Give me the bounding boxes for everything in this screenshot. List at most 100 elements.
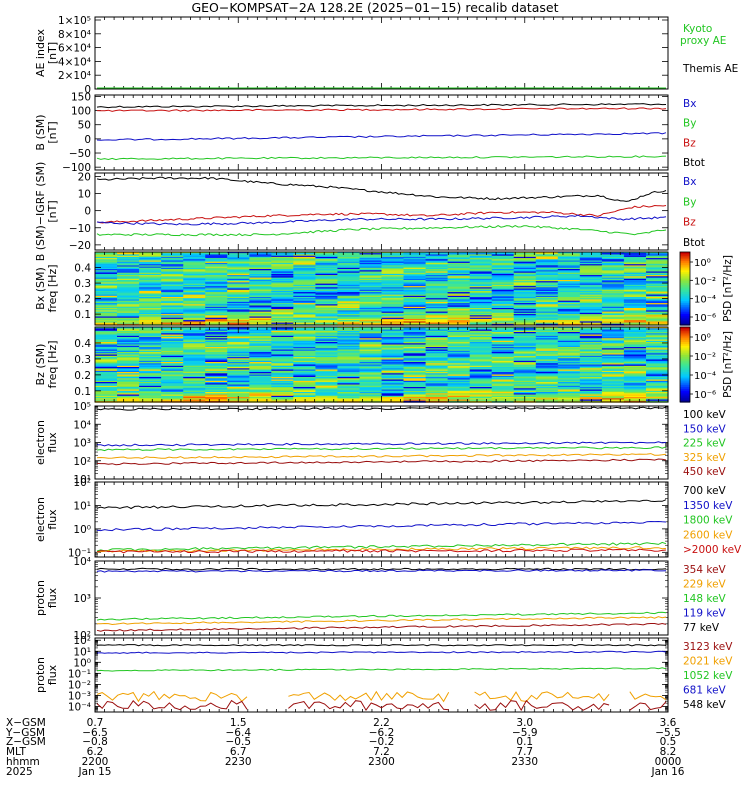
spectrogram-cell <box>293 298 316 300</box>
spectrogram-cell <box>447 330 471 333</box>
spectrogram-cell <box>403 273 427 276</box>
spectrogram-cell <box>227 388 250 391</box>
spectrogram-cell <box>447 382 471 384</box>
spectrogram-cell <box>95 397 118 399</box>
spectrogram-cell <box>579 360 603 363</box>
spectrogram-cell <box>601 397 625 399</box>
spectrogram-cell <box>249 315 272 318</box>
y-axis-label: [nT] <box>46 200 59 222</box>
spectrogram-cell <box>623 367 647 369</box>
spectrogram-cell <box>491 330 515 333</box>
spectrogram-cell <box>139 390 162 393</box>
spectrogram-cell <box>315 276 338 279</box>
spectrogram-cell <box>381 322 405 325</box>
spectrogram-cell <box>557 393 581 396</box>
spectrogram-cell <box>491 267 515 270</box>
spectrogram-cell <box>249 333 272 336</box>
spectrogram-cell <box>183 330 206 333</box>
spectrogram-cell <box>381 260 405 263</box>
spectrogram-cell <box>205 350 228 353</box>
spectrogram-cell <box>337 367 360 369</box>
spectrogram-cell <box>117 305 140 308</box>
spectrogram-cell <box>117 387 140 389</box>
spectrogram-cell <box>359 357 383 359</box>
spectrogram-cell <box>249 342 272 344</box>
spectrogram-cell <box>139 312 162 315</box>
spectrogram-cell <box>337 258 360 260</box>
spectrogram-cell <box>623 310 647 313</box>
spectrogram-cell <box>601 256 625 259</box>
spectrogram-cell <box>95 282 118 285</box>
spectrogram-cell <box>403 373 427 376</box>
spectrogram-cell <box>403 283 427 286</box>
spectrogram-cell <box>95 295 118 298</box>
spectrogram-cell <box>227 365 250 368</box>
spectrogram-cell <box>183 399 206 402</box>
spectrogram-cell <box>447 358 471 361</box>
spectrogram-cell <box>646 297 669 299</box>
spectrogram-cell <box>469 383 493 386</box>
spectrogram-cell <box>513 364 537 367</box>
spectrogram-cell <box>491 338 515 341</box>
spectrogram-cell <box>601 258 625 260</box>
spectrogram-cell <box>557 390 581 393</box>
spectrogram-cell <box>425 344 449 347</box>
spectrogram-cell <box>95 349 118 352</box>
spectrogram-cell <box>425 354 449 357</box>
spectrogram-cell <box>601 392 625 394</box>
y-tick-label: 10² <box>73 630 91 642</box>
spectrogram-cell <box>315 314 338 316</box>
orbit-value: 6.2 <box>87 746 104 758</box>
spectrogram-cell <box>601 365 625 368</box>
spectrogram-cell <box>403 368 427 371</box>
spectrogram-cell <box>623 364 647 367</box>
colorbar-segment <box>680 372 690 375</box>
spectrogram-cell <box>293 388 316 391</box>
spectrogram-cell <box>535 297 559 299</box>
spectrogram-cell <box>293 259 316 262</box>
spectrogram-cell <box>227 297 250 299</box>
spectrogram-cell <box>315 337 338 339</box>
spectrogram-cell <box>513 262 537 265</box>
spectrogram-cell <box>227 259 250 262</box>
spectrogram-cell <box>95 293 118 296</box>
spectrogram-cell <box>315 265 338 268</box>
spectrogram-cell <box>579 261 603 264</box>
spectrogram-cell <box>601 317 625 320</box>
spectrogram-cell <box>535 252 559 254</box>
spectrogram-cell <box>447 357 471 359</box>
y-axis-label: freq [Hz] <box>46 340 59 388</box>
spectrogram-cell <box>337 298 360 300</box>
spectrogram-cell <box>469 377 493 379</box>
spectrogram-cell <box>447 398 471 401</box>
spectrogram-cell <box>601 384 625 387</box>
spectrogram-cell <box>513 305 537 308</box>
spectrogram-cell <box>646 270 669 273</box>
spectrogram-cell <box>315 318 338 321</box>
spectrogram-cell <box>403 330 427 333</box>
spectrogram-cell <box>249 347 272 349</box>
spectrogram-cell <box>117 282 140 285</box>
spectrogram-cell <box>205 330 228 333</box>
spectrogram-cell <box>469 273 493 276</box>
spectrogram-cell <box>601 393 625 396</box>
spectrogram-cell <box>117 329 140 332</box>
spectrogram-cell <box>315 264 338 266</box>
spectrogram-cell <box>315 270 338 273</box>
spectrogram-cell <box>535 294 559 297</box>
spectrogram-cell <box>227 292 250 294</box>
spectrogram-cell <box>623 390 647 393</box>
spectrogram-cell <box>469 284 493 287</box>
spectrogram-cell <box>293 304 316 307</box>
spectrogram-cell <box>337 264 360 266</box>
spectrogram-cell <box>249 280 272 282</box>
spectrogram-cell <box>469 267 493 270</box>
spectrogram-cell <box>469 275 493 277</box>
spectrogram-cell <box>205 294 228 297</box>
spectrogram-cell <box>359 255 383 258</box>
spectrogram-cell <box>117 372 140 374</box>
spectrogram-cell <box>293 281 316 283</box>
spectrogram-cell <box>205 332 228 334</box>
spectrogram-cell <box>205 270 228 273</box>
spectrogram-cell <box>557 256 581 259</box>
